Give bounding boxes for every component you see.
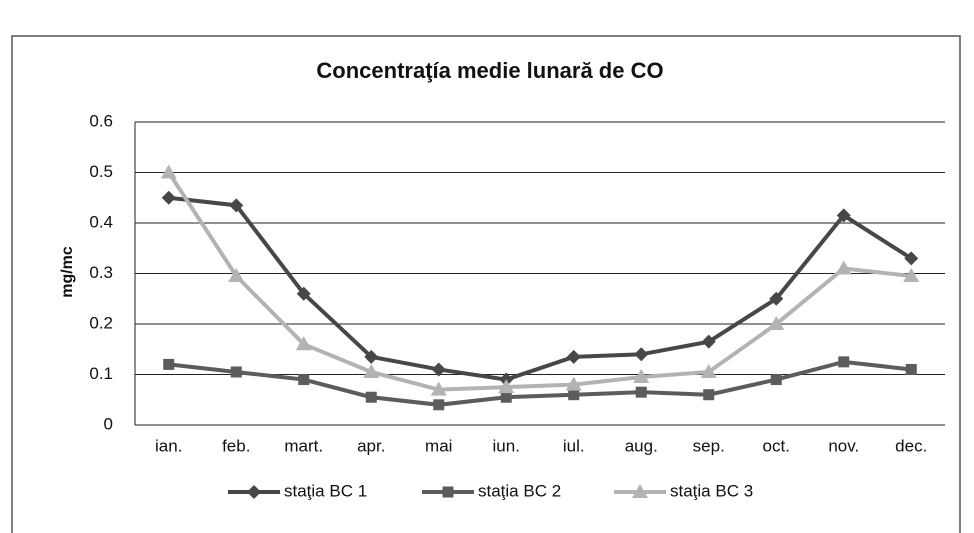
x-tick-label: aug. — [625, 436, 658, 455]
marker — [838, 356, 850, 368]
y-tick-label: 0.6 — [89, 111, 113, 130]
marker — [633, 369, 650, 384]
marker — [835, 260, 852, 275]
marker — [296, 286, 311, 301]
marker — [498, 379, 515, 394]
x-tick-label: iul. — [563, 436, 585, 455]
marker — [161, 190, 176, 205]
marker — [770, 374, 782, 386]
marker — [905, 363, 917, 375]
marker — [365, 391, 377, 403]
marker — [363, 363, 380, 378]
marker — [768, 316, 785, 330]
legend-label: staţia BC 1 — [284, 481, 367, 500]
legend-label: staţia BC 3 — [670, 481, 753, 500]
marker — [700, 363, 717, 378]
y-tick-label: 0 — [104, 414, 113, 433]
chart-title: Concentraţía medie lunară de CO — [316, 58, 663, 83]
marker — [229, 198, 244, 213]
marker — [635, 386, 647, 398]
chart-frame — [11, 35, 961, 533]
marker — [295, 336, 312, 351]
x-tick-label: ian. — [155, 436, 182, 455]
y-tick-label: 0.3 — [89, 263, 113, 282]
marker — [228, 268, 245, 283]
marker — [904, 251, 919, 266]
marker — [433, 399, 445, 411]
marker — [566, 349, 581, 364]
marker — [500, 391, 512, 403]
series-line — [167, 171, 912, 392]
x-tick-label: apr. — [357, 436, 385, 455]
x-tick-label: oct. — [763, 436, 790, 455]
marker — [163, 358, 175, 370]
marker — [431, 362, 446, 377]
marker — [247, 485, 261, 499]
marker — [836, 208, 851, 223]
marker — [298, 374, 310, 386]
y-tick-label: 0.2 — [89, 313, 113, 332]
marker — [903, 268, 920, 283]
legend-label: staţia BC 2 — [478, 481, 561, 500]
marker — [430, 381, 447, 396]
y-tick-label: 0.1 — [89, 364, 113, 383]
x-tick-label: iun. — [493, 436, 520, 455]
y-tick-label: 0.4 — [89, 212, 113, 231]
marker — [703, 389, 715, 401]
y-tick-label: 0.5 — [89, 162, 113, 181]
marker — [634, 347, 649, 362]
x-tick-label: mart. — [284, 436, 323, 455]
marker — [565, 376, 582, 391]
marker — [632, 484, 648, 498]
x-tick-label: dec. — [895, 436, 927, 455]
marker — [769, 291, 784, 306]
marker — [160, 164, 177, 179]
marker — [364, 349, 379, 364]
x-tick-label: nov. — [828, 436, 859, 455]
marker — [701, 334, 716, 349]
marker — [568, 389, 580, 401]
series-line — [168, 359, 912, 407]
marker — [442, 486, 454, 498]
x-tick-label: mai — [425, 436, 452, 455]
x-tick-label: sep. — [693, 436, 725, 455]
y-axis-label: mg/mc — [59, 246, 76, 298]
marker — [230, 366, 242, 378]
series-line — [168, 195, 913, 382]
x-tick-label: feb. — [222, 436, 250, 455]
